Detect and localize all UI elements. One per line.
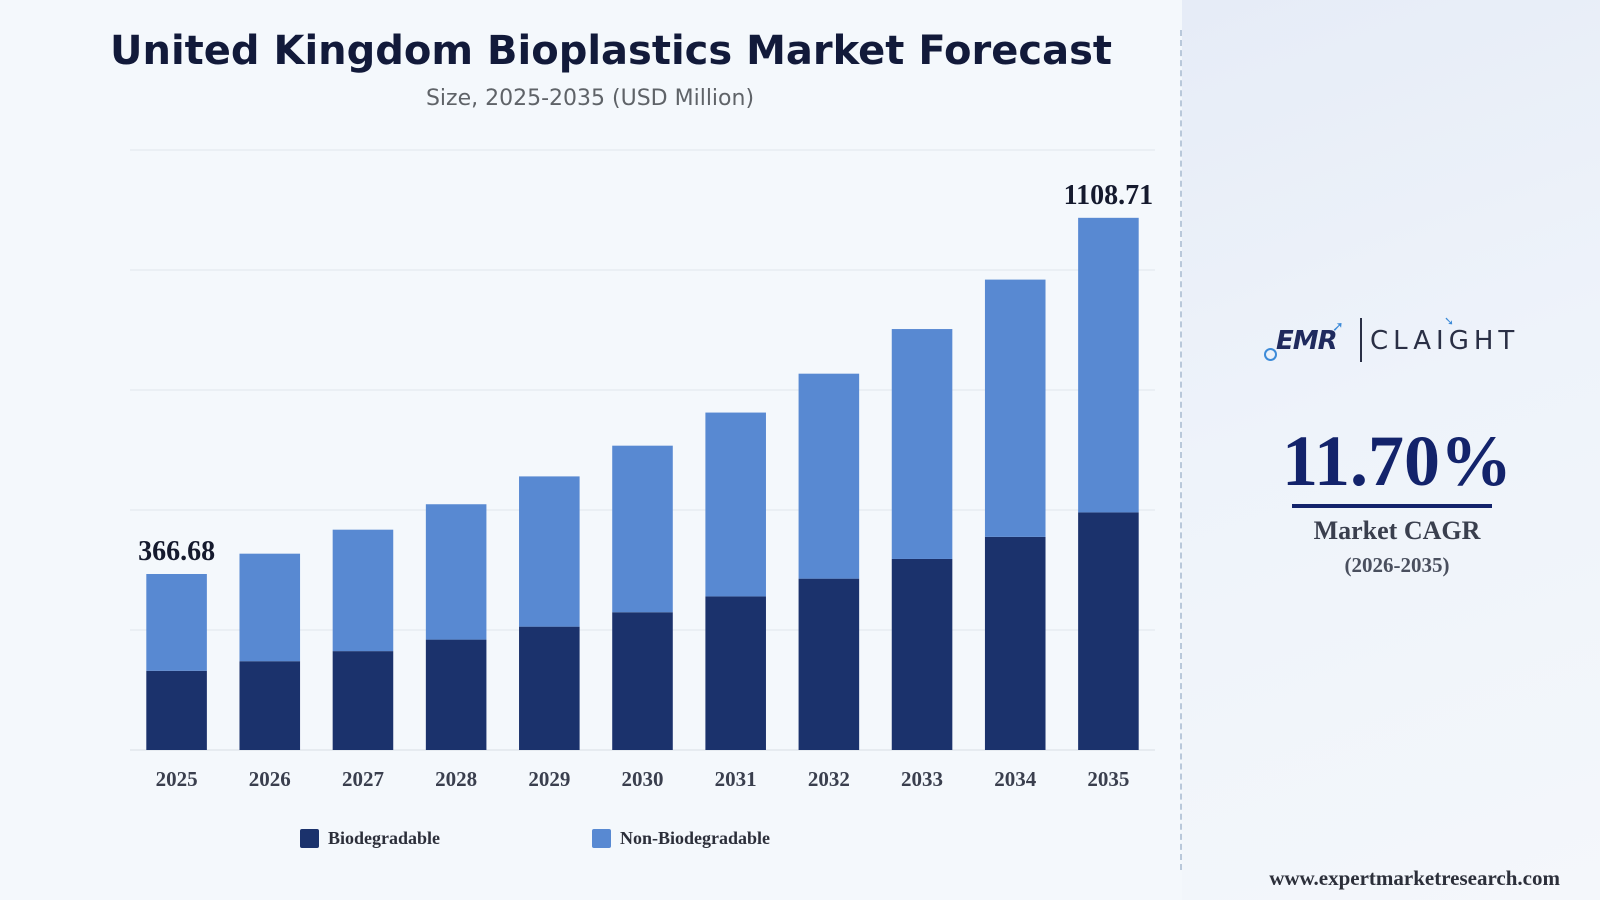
x-tick-label-2027: 2027 [342, 767, 384, 791]
bar-non-biodegradable-2026 [239, 553, 301, 662]
x-tick-label-2028: 2028 [435, 767, 477, 791]
bar-non-biodegradable-2034 [984, 279, 1046, 537]
logo-separator [1360, 318, 1362, 362]
x-tick-label-2033: 2033 [901, 767, 943, 791]
bar-non-biodegradable-2027 [332, 529, 394, 652]
logo-emr-text: EMR [1276, 326, 1338, 356]
logo-claight-text: CLAIGHT [1370, 326, 1520, 356]
bar-non-biodegradable-2033 [891, 329, 953, 559]
chart-title: United Kingdom Bioplastics Market Foreca… [110, 28, 1113, 74]
bar-biodegradable-2026 [239, 661, 301, 750]
legend-item-biodegradable: Biodegradable [300, 826, 440, 850]
info-panel [1182, 0, 1600, 900]
x-tick-label-2029: 2029 [528, 767, 570, 791]
total-data-label-2035: 1108.71 [1064, 180, 1153, 211]
bar-biodegradable-2035 [1078, 512, 1139, 750]
legend-swatch-non-biodegradable [592, 828, 611, 848]
cagr-value: 11.70% [1281, 421, 1513, 501]
x-tick-label-2026: 2026 [249, 767, 291, 791]
x-tick-label-2025: 2025 [156, 767, 198, 791]
bar-biodegradable-2029 [519, 626, 580, 750]
bar-non-biodegradable-2028 [425, 504, 487, 640]
bar-biodegradable-2034 [984, 536, 1046, 750]
bar-biodegradable-2030 [612, 612, 673, 750]
bar-biodegradable-2033 [891, 558, 953, 750]
bar-biodegradable-2032 [798, 578, 860, 750]
x-tick-label-2031: 2031 [715, 767, 757, 791]
cagr-period: (2026-2035) [1344, 553, 1450, 577]
panel-divider [1180, 30, 1182, 870]
legend-item-non-biodegradable: Non-Biodegradable [592, 826, 770, 850]
legend-label-non-biodegradable: Non-Biodegradable [620, 827, 771, 848]
chart-subtitle: Size, 2025-2035 (USD Million) [425, 86, 755, 111]
stacked-bar-chart: 2025 366.68 2026 2027 2028 2029 2030 2031 2032 20… [130, 149, 1155, 791]
x-tick-label-2034: 2034 [994, 767, 1037, 791]
website-link[interactable]: www.expertmarketresearch.com [1269, 866, 1560, 890]
logo-arrow-icon: ➚ [1332, 318, 1344, 334]
logo-spark-icon: ➘ [1444, 314, 1455, 328]
bar-non-biodegradable-2025 [146, 573, 207, 671]
legend-swatch-biodegradable [300, 828, 319, 848]
bar-non-biodegradable-2035 [1078, 217, 1139, 513]
bar-non-biodegradable-2029 [519, 476, 580, 627]
cagr-underline [1292, 504, 1492, 508]
emr-claight-logo: EMR ➚ CLAIGHT ➘ [1262, 312, 1532, 368]
bar-non-biodegradable-2032 [798, 373, 860, 579]
x-tick-label-2032: 2032 [808, 767, 850, 791]
bar-biodegradable-2025 [146, 670, 207, 750]
x-tick-label-2030: 2030 [622, 767, 664, 791]
bar-non-biodegradable-2031 [705, 412, 766, 597]
legend-label-biodegradable: Biodegradable [328, 827, 441, 848]
total-data-label-2025: 366.68 [138, 536, 215, 567]
logo-dot-icon [1264, 348, 1277, 361]
bar-non-biodegradable-2030 [612, 445, 673, 613]
bar-biodegradable-2031 [705, 596, 766, 750]
bar-biodegradable-2028 [425, 639, 487, 750]
cagr-label: Market CAGR [1313, 516, 1481, 545]
bar-biodegradable-2027 [332, 651, 394, 750]
x-tick-label-2035: 2035 [1087, 767, 1129, 791]
